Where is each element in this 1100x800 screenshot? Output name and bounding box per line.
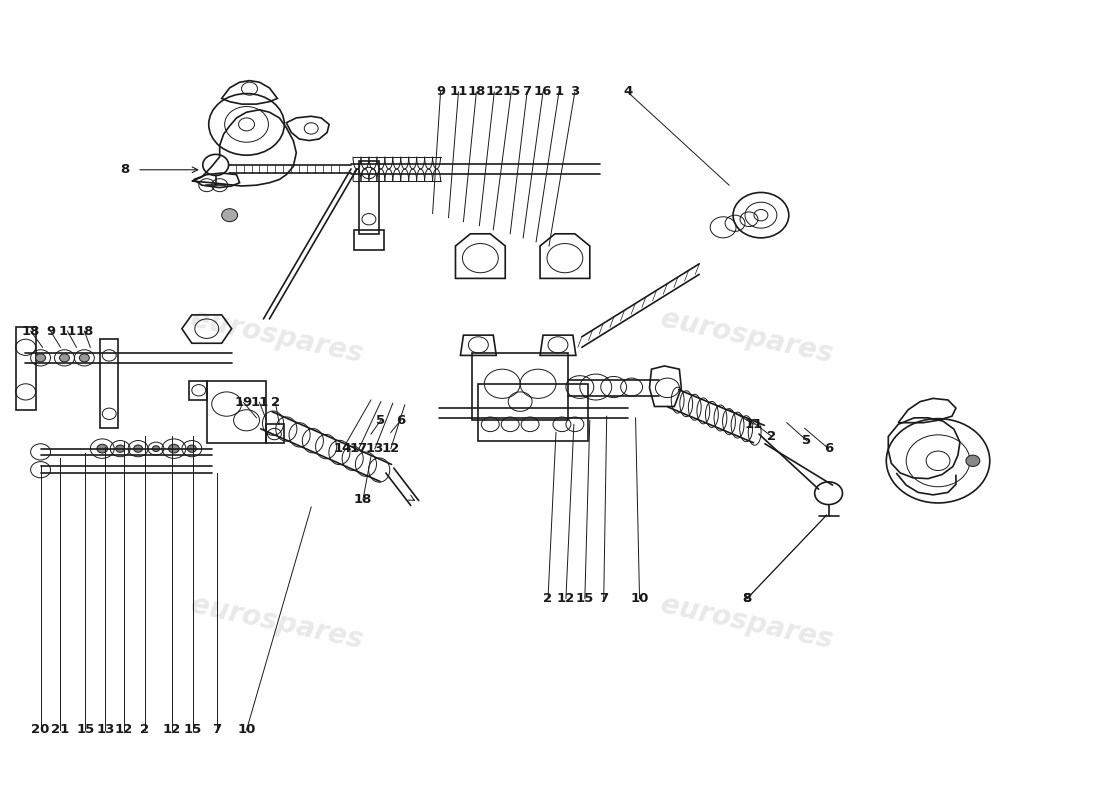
Text: 13: 13 (365, 442, 384, 455)
Text: 4: 4 (623, 86, 632, 98)
Text: 18: 18 (354, 494, 372, 506)
Text: 5: 5 (376, 414, 385, 426)
Circle shape (35, 354, 45, 362)
Circle shape (153, 446, 159, 451)
Text: 11: 11 (449, 86, 468, 98)
Text: 2: 2 (543, 592, 552, 605)
Text: 13: 13 (96, 723, 114, 737)
Text: 11: 11 (251, 396, 268, 409)
Text: 12: 12 (557, 592, 575, 605)
Text: 17: 17 (350, 442, 368, 455)
Text: 16: 16 (534, 86, 552, 98)
Circle shape (966, 455, 980, 466)
Text: 11: 11 (58, 325, 77, 338)
Text: 2: 2 (271, 396, 281, 409)
Text: 20: 20 (32, 723, 50, 737)
Text: 5: 5 (802, 434, 812, 447)
Text: 2: 2 (141, 723, 150, 737)
Circle shape (79, 354, 89, 362)
Text: 12: 12 (116, 723, 133, 737)
Text: 15: 15 (575, 592, 594, 605)
Circle shape (187, 445, 196, 452)
Text: 6: 6 (396, 414, 406, 426)
Text: eurospares: eurospares (658, 590, 836, 654)
Text: 10: 10 (630, 592, 649, 605)
Text: 15: 15 (502, 86, 520, 98)
Circle shape (133, 445, 143, 452)
Text: 12: 12 (382, 442, 400, 455)
Text: 1: 1 (554, 86, 563, 98)
Text: eurospares: eurospares (188, 590, 365, 654)
Circle shape (116, 445, 124, 452)
Text: 8: 8 (742, 592, 751, 605)
Circle shape (97, 444, 108, 453)
Text: 14: 14 (334, 442, 352, 455)
Text: 18: 18 (75, 325, 94, 338)
Text: eurospares: eurospares (188, 305, 365, 368)
Text: 6: 6 (824, 442, 833, 455)
Text: 7: 7 (600, 592, 608, 605)
Text: 18: 18 (468, 86, 485, 98)
Text: 18: 18 (21, 325, 40, 338)
Text: 21: 21 (52, 723, 69, 737)
Text: 19: 19 (234, 396, 253, 409)
Text: 11: 11 (745, 418, 763, 431)
Text: 7: 7 (522, 86, 531, 98)
Circle shape (59, 354, 69, 362)
Text: 15: 15 (184, 723, 202, 737)
Text: 3: 3 (570, 86, 580, 98)
Text: eurospares: eurospares (658, 305, 836, 368)
Text: 7: 7 (212, 723, 221, 737)
Circle shape (168, 444, 179, 453)
Text: 15: 15 (76, 723, 95, 737)
Text: 9: 9 (46, 325, 55, 338)
Text: 12: 12 (485, 86, 504, 98)
Text: 8: 8 (742, 592, 751, 605)
Text: 12: 12 (163, 723, 182, 737)
Text: 2: 2 (768, 430, 777, 443)
Text: 8: 8 (121, 163, 130, 176)
Circle shape (222, 209, 238, 222)
Text: 9: 9 (436, 86, 446, 98)
Text: 10: 10 (238, 723, 255, 737)
